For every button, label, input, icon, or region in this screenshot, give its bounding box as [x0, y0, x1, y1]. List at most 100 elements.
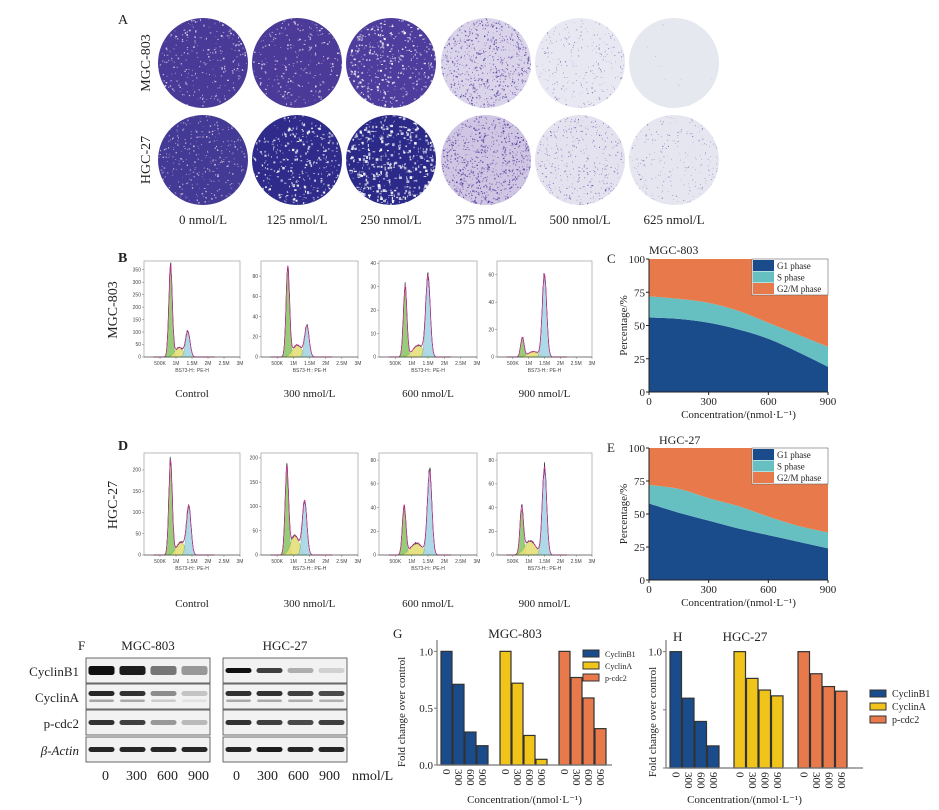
- colony-speck: [463, 148, 464, 150]
- colony-speck: [292, 63, 295, 64]
- colony-speck: [402, 96, 405, 98]
- colony-speck: [410, 27, 413, 28]
- y-tick-label: 0: [373, 355, 376, 361]
- colony-speck: [363, 172, 366, 176]
- legend-swatch: [869, 702, 887, 711]
- colony-speck: [482, 107, 484, 108]
- colony-speck: [509, 184, 511, 186]
- colony-speck: [587, 158, 589, 160]
- colony-speck: [498, 197, 500, 199]
- colony-speck: [505, 154, 507, 156]
- colony-speck: [576, 146, 577, 148]
- colony-speck: [457, 63, 459, 64]
- colony-speck: [448, 139, 450, 141]
- colony-speck: [211, 95, 213, 98]
- colony-speck: [496, 174, 498, 176]
- colony-speck: [225, 70, 227, 72]
- colony-speck: [520, 187, 522, 189]
- colony-speck: [234, 146, 236, 148]
- colony-speck: [322, 146, 324, 149]
- colony-speck: [364, 98, 367, 100]
- colony-speck: [491, 89, 493, 91]
- colony-speck: [391, 103, 393, 104]
- colony-speck: [325, 162, 328, 163]
- colony-speck: [493, 59, 494, 61]
- colony-speck: [364, 28, 366, 30]
- colony-speck: [353, 160, 355, 163]
- colony-speck: [196, 194, 197, 195]
- colony-speck: [590, 70, 592, 72]
- colony-speck: [605, 131, 607, 133]
- colony-speck: [481, 116, 483, 118]
- colony-speck: [364, 85, 366, 87]
- colony-speck: [547, 48, 549, 49]
- colony-speck: [482, 192, 483, 195]
- colony-speck: [464, 41, 466, 43]
- colony-speck: [311, 127, 313, 130]
- colony-speck: [482, 72, 484, 74]
- colony-speck: [678, 134, 679, 136]
- colony-speck: [305, 152, 307, 155]
- colony-speck: [694, 125, 696, 127]
- colony-speck: [350, 55, 352, 56]
- colony-speck: [471, 103, 473, 105]
- colony-speck: [474, 74, 475, 76]
- colony-speck: [472, 138, 474, 141]
- colony-speck: [447, 51, 448, 52]
- colony-speck: [221, 152, 223, 154]
- colony-speck: [409, 76, 412, 79]
- colony-speck: [216, 168, 218, 169]
- colony-speck: [379, 35, 381, 37]
- colony-speck: [470, 186, 472, 188]
- colony-speck: [480, 191, 483, 193]
- colony-speck: [202, 196, 204, 197]
- colony-speck: [472, 59, 474, 61]
- colony-speck: [598, 68, 599, 70]
- colony-speck: [433, 165, 436, 167]
- colony-speck: [495, 169, 497, 171]
- colony-speck: [521, 67, 523, 70]
- colony-speck: [490, 26, 491, 28]
- colony-speck: [279, 168, 280, 171]
- colony-speck: [690, 21, 692, 23]
- colony-speck: [507, 69, 508, 71]
- colony-speck: [483, 51, 485, 54]
- colony-speck: [499, 23, 501, 25]
- dish-well: [535, 18, 625, 108]
- colony-speck: [355, 74, 356, 77]
- colony-speck: [368, 148, 370, 151]
- colony-speck: [465, 35, 467, 37]
- colony-speck: [485, 23, 487, 26]
- colony-speck: [310, 140, 312, 141]
- colony-speck: [287, 159, 289, 161]
- colony-speck: [389, 60, 392, 62]
- colony-speck: [294, 72, 297, 75]
- colony-speck: [326, 171, 328, 172]
- colony-speck: [376, 42, 378, 44]
- colony-speck: [303, 43, 306, 45]
- colony-speck: [487, 127, 489, 129]
- colony-speck: [301, 122, 303, 125]
- colony-speck: [584, 177, 586, 178]
- colony-speck: [677, 132, 679, 134]
- colony-speck: [641, 159, 643, 161]
- colony-speck: [266, 168, 269, 170]
- blot-strip: p-cdc2: [44, 709, 211, 736]
- colony-speck: [554, 135, 556, 137]
- colony-speck: [450, 57, 452, 59]
- colony-speck: [610, 185, 612, 187]
- colony-speck: [455, 149, 456, 151]
- colony-speck: [461, 192, 462, 194]
- colony-speck: [476, 89, 478, 90]
- colony-speck: [400, 60, 403, 61]
- colony-speck: [316, 24, 318, 26]
- colony-speck: [515, 154, 517, 156]
- colony-speck: [517, 79, 519, 81]
- colony-speck: [309, 48, 311, 50]
- colony-speck: [380, 159, 382, 161]
- colony-speck: [433, 145, 436, 148]
- colony-speck: [232, 70, 234, 72]
- colony-speck: [525, 143, 527, 145]
- colony-speck: [163, 61, 165, 63]
- colony-speck: [380, 127, 384, 128]
